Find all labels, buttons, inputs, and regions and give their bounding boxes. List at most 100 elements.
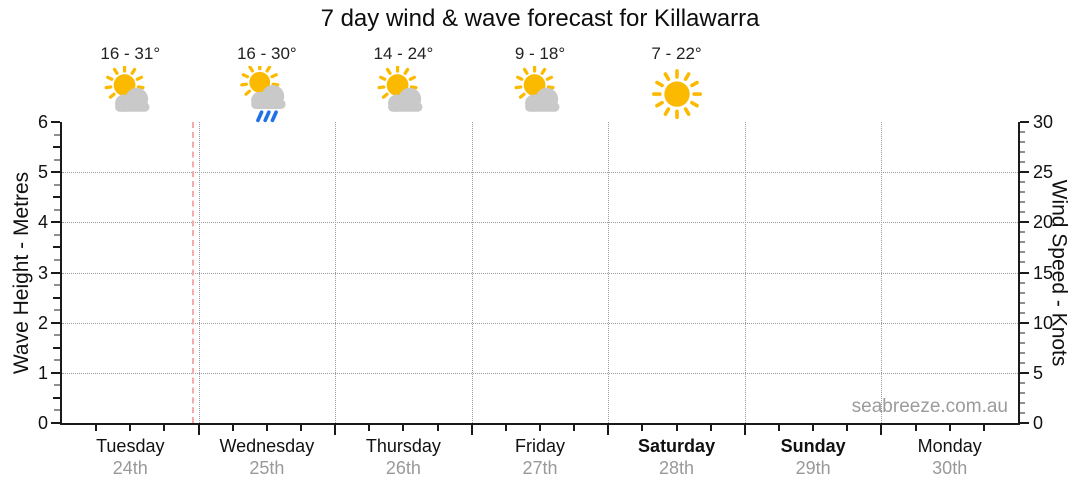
right-axis-minor-tick	[1020, 311, 1025, 314]
x-axis-minor-tick	[982, 425, 985, 431]
left-axis-major-tick	[51, 422, 60, 424]
right-axis-minor-tick	[1020, 381, 1025, 384]
right-axis-minor-tick	[1020, 301, 1025, 304]
x-axis-minor-tick	[709, 425, 712, 431]
x-axis-minor-tick	[95, 425, 98, 431]
day-date-label: 26th	[385, 458, 421, 478]
right-axis-major-tick	[1020, 221, 1029, 224]
left-axis-tick-label: 2	[37, 312, 48, 333]
right-axis-minor-tick	[1020, 231, 1025, 234]
temp-range-label: 16 - 30°	[236, 44, 297, 63]
left-axis-half-tick	[53, 246, 60, 249]
x-axis-minor-tick	[163, 425, 166, 431]
chart-title: 7 day wind & wave forecast for Killawarr…	[320, 5, 760, 32]
watermark: seabreeze.com.au	[851, 396, 1008, 417]
x-axis-major-tick	[470, 425, 473, 435]
right-axis-tick-label: 15	[1033, 262, 1054, 283]
left-axis-major-tick	[51, 221, 60, 224]
sunny-icon	[648, 66, 706, 124]
left-axis-half-tick	[53, 196, 60, 199]
y-axis-left-line	[60, 122, 62, 425]
day-boundary-gridline	[744, 122, 746, 423]
x-axis-minor-tick	[641, 425, 644, 431]
temp-range-label: 7 - 22°	[651, 44, 702, 63]
partly-cloudy-icon	[511, 64, 569, 124]
x-axis-minor-tick	[265, 425, 268, 431]
h-gridline	[62, 272, 1018, 274]
right-axis-minor-tick	[1020, 391, 1025, 394]
left-axis-half-tick	[53, 146, 60, 149]
right-axis-tick-label: 30	[1033, 112, 1054, 132]
right-axis-major-tick	[1020, 271, 1029, 274]
day-date-label: 27th	[522, 458, 558, 478]
day-date-label: 24th	[112, 458, 148, 478]
left-axis-minor-tick	[54, 208, 60, 211]
right-axis-minor-tick	[1020, 411, 1025, 414]
left-axis-tick-label: 3	[37, 262, 48, 283]
right-axis-minor-tick	[1020, 261, 1025, 264]
left-axis-tick-label: 1	[37, 362, 48, 383]
right-axis-minor-tick	[1020, 151, 1025, 154]
day-name-label: Monday	[917, 436, 982, 456]
x-axis-major-tick	[334, 425, 337, 435]
left-axis-minor-tick	[54, 409, 60, 412]
y-axis-right-line	[1018, 122, 1020, 425]
x-axis-major-tick	[607, 425, 610, 435]
x-axis-minor-tick	[914, 425, 917, 431]
left-axis-minor-tick	[54, 233, 60, 236]
right-axis-minor-tick	[1020, 161, 1025, 164]
right-axis-tick-label: 25	[1033, 162, 1054, 183]
x-axis-minor-tick	[402, 425, 405, 431]
left-axis-tick-label: 6	[37, 112, 48, 132]
left-axis-minor-tick	[54, 334, 60, 337]
day-name-label: Friday	[514, 436, 565, 456]
x-axis-minor-tick	[778, 425, 780, 431]
day-date-label: 28th	[659, 458, 695, 478]
right-axis-minor-tick	[1020, 341, 1025, 344]
left-axis-minor-tick	[54, 133, 60, 136]
left-axis-minor-tick	[54, 284, 60, 287]
x-axis-minor-tick	[368, 425, 371, 431]
x-axis-minor-tick	[129, 425, 132, 431]
right-axis-tick-label: 5	[1033, 362, 1044, 383]
right-axis-minor-tick	[1020, 331, 1025, 334]
right-axis-minor-tick	[1020, 291, 1025, 294]
right-axis-minor-tick	[1020, 281, 1025, 284]
h-gridline	[62, 172, 1018, 174]
right-axis-minor-tick	[1020, 141, 1025, 144]
x-axis-minor-tick	[846, 425, 849, 431]
left-axis-major-tick	[51, 371, 60, 374]
left-axis-tick-label: 0	[37, 413, 48, 433]
temp-range-label: 14 - 24°	[373, 44, 434, 63]
temp-range-label: 9 - 18°	[514, 44, 566, 63]
day-name-label: Sunday	[780, 436, 846, 456]
right-axis-major-tick	[1020, 171, 1029, 174]
right-axis-minor-tick	[1020, 241, 1025, 244]
right-axis-tick-label: 0	[1033, 413, 1044, 433]
x-axis-minor-tick	[231, 425, 234, 431]
right-axis-minor-tick	[1020, 351, 1025, 354]
left-axis-half-tick	[53, 396, 60, 399]
day-boundary-gridline	[471, 122, 473, 423]
x-axis-minor-tick	[504, 425, 507, 431]
left-axis-major-tick	[51, 271, 60, 274]
right-axis-major-tick	[1020, 121, 1029, 123]
x-axis-minor-tick	[436, 425, 439, 431]
right-axis-major-tick	[1020, 371, 1029, 374]
day-name-label: Saturday	[638, 436, 716, 456]
day-boundary-gridline	[608, 122, 610, 423]
right-axis-minor-tick	[1020, 211, 1025, 214]
day-name-label: Wednesday	[219, 436, 315, 456]
x-axis-minor-tick	[573, 425, 576, 431]
partly-cloudy-icon	[101, 64, 159, 124]
x-axis-minor-tick	[300, 425, 302, 431]
left-axis-minor-tick	[54, 183, 60, 186]
day-name-label: Thursday	[365, 436, 441, 456]
left-axis-half-tick	[53, 346, 60, 349]
right-axis-tick-label: 20	[1033, 212, 1054, 233]
day-name-label: Tuesday	[96, 436, 165, 456]
h-gridline	[62, 222, 1018, 224]
left-axis-minor-tick	[54, 258, 60, 261]
right-axis-minor-tick	[1020, 191, 1025, 194]
